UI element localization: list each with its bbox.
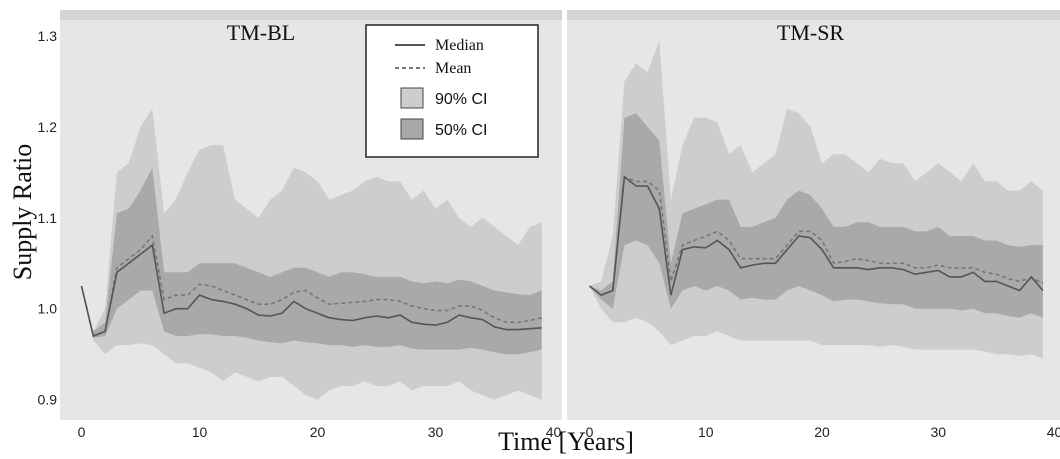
y-tick-label: 0.9 (38, 392, 58, 408)
panel-tm-sr: TM-SR 0 10 20 30 40 (567, 10, 1060, 440)
panel-title: TM-SR (777, 20, 845, 45)
panel-title: TM-BL (227, 20, 295, 45)
legend-median-label: Median (435, 37, 484, 54)
x-tick-label: 10 (192, 424, 208, 440)
x-tick-label: 0 (586, 424, 594, 440)
mean-line (589, 175, 1044, 297)
y-tick-label: 1.0 (38, 301, 58, 317)
median-line (589, 175, 1044, 297)
y-tick-label: 1.3 (38, 28, 58, 44)
x-tick-label: 10 (698, 424, 714, 440)
x-tick-label: 20 (814, 424, 830, 440)
y-tick-label: 1.1 (38, 210, 58, 226)
legend-ci50-swatch (400, 118, 424, 140)
ci50-band (81, 167, 542, 355)
legend: Median Mean 90% CI 50% CI (365, 24, 539, 158)
legend-box (365, 24, 539, 158)
legend-ci90-swatch (400, 87, 424, 109)
legend-ci50-label: 50% CI (435, 122, 487, 139)
y-tick-label: 1.2 (38, 119, 58, 135)
x-tick-label: 40 (1047, 424, 1060, 440)
x-tick-label: 20 (310, 424, 326, 440)
x-tick-label: 30 (428, 424, 444, 440)
mean-line (80, 234, 542, 338)
y-axis-title: Supply Ratio (8, 144, 37, 281)
x-axis-title: Time [Years] (498, 427, 634, 456)
legend-ci90-label: 90% CI (435, 91, 487, 108)
x-tick-label: 30 (930, 424, 946, 440)
panel-strip (60, 10, 562, 20)
panel-strip (567, 10, 1060, 20)
median-line (80, 243, 542, 338)
x-tick-label: 40 (546, 424, 562, 440)
x-tick-label: 0 (78, 424, 86, 440)
legend-mean-label: Mean (435, 60, 471, 77)
